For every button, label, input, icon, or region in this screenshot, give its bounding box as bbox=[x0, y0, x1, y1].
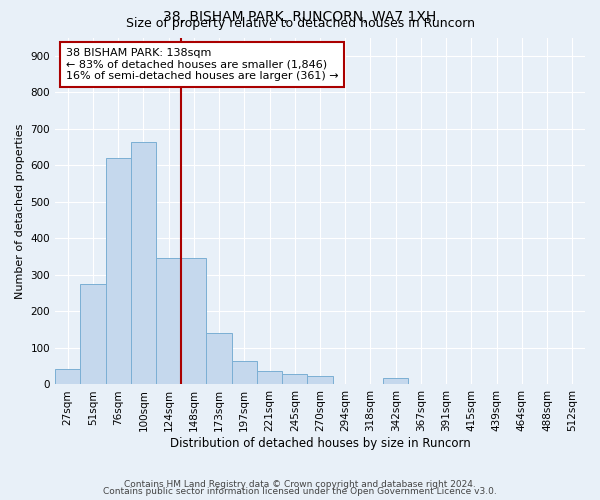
Bar bbox=[55, 369, 80, 384]
Y-axis label: Number of detached properties: Number of detached properties bbox=[15, 124, 25, 298]
Bar bbox=[282, 374, 307, 384]
Bar bbox=[232, 360, 257, 384]
Bar bbox=[106, 158, 131, 384]
Text: 38 BISHAM PARK: 138sqm
← 83% of detached houses are smaller (1,846)
16% of semi-: 38 BISHAM PARK: 138sqm ← 83% of detached… bbox=[65, 48, 338, 81]
X-axis label: Distribution of detached houses by size in Runcorn: Distribution of detached houses by size … bbox=[170, 437, 470, 450]
Text: 38, BISHAM PARK, RUNCORN, WA7 1XH: 38, BISHAM PARK, RUNCORN, WA7 1XH bbox=[163, 10, 437, 24]
Bar bbox=[206, 334, 232, 384]
Bar bbox=[307, 376, 332, 384]
Bar bbox=[131, 142, 156, 384]
Bar bbox=[383, 378, 409, 384]
Bar bbox=[257, 370, 282, 384]
Bar bbox=[181, 258, 206, 384]
Bar bbox=[80, 284, 106, 384]
Text: Contains public sector information licensed under the Open Government Licence v3: Contains public sector information licen… bbox=[103, 487, 497, 496]
Text: Size of property relative to detached houses in Runcorn: Size of property relative to detached ho… bbox=[125, 18, 475, 30]
Text: Contains HM Land Registry data © Crown copyright and database right 2024.: Contains HM Land Registry data © Crown c… bbox=[124, 480, 476, 489]
Bar bbox=[156, 258, 181, 384]
